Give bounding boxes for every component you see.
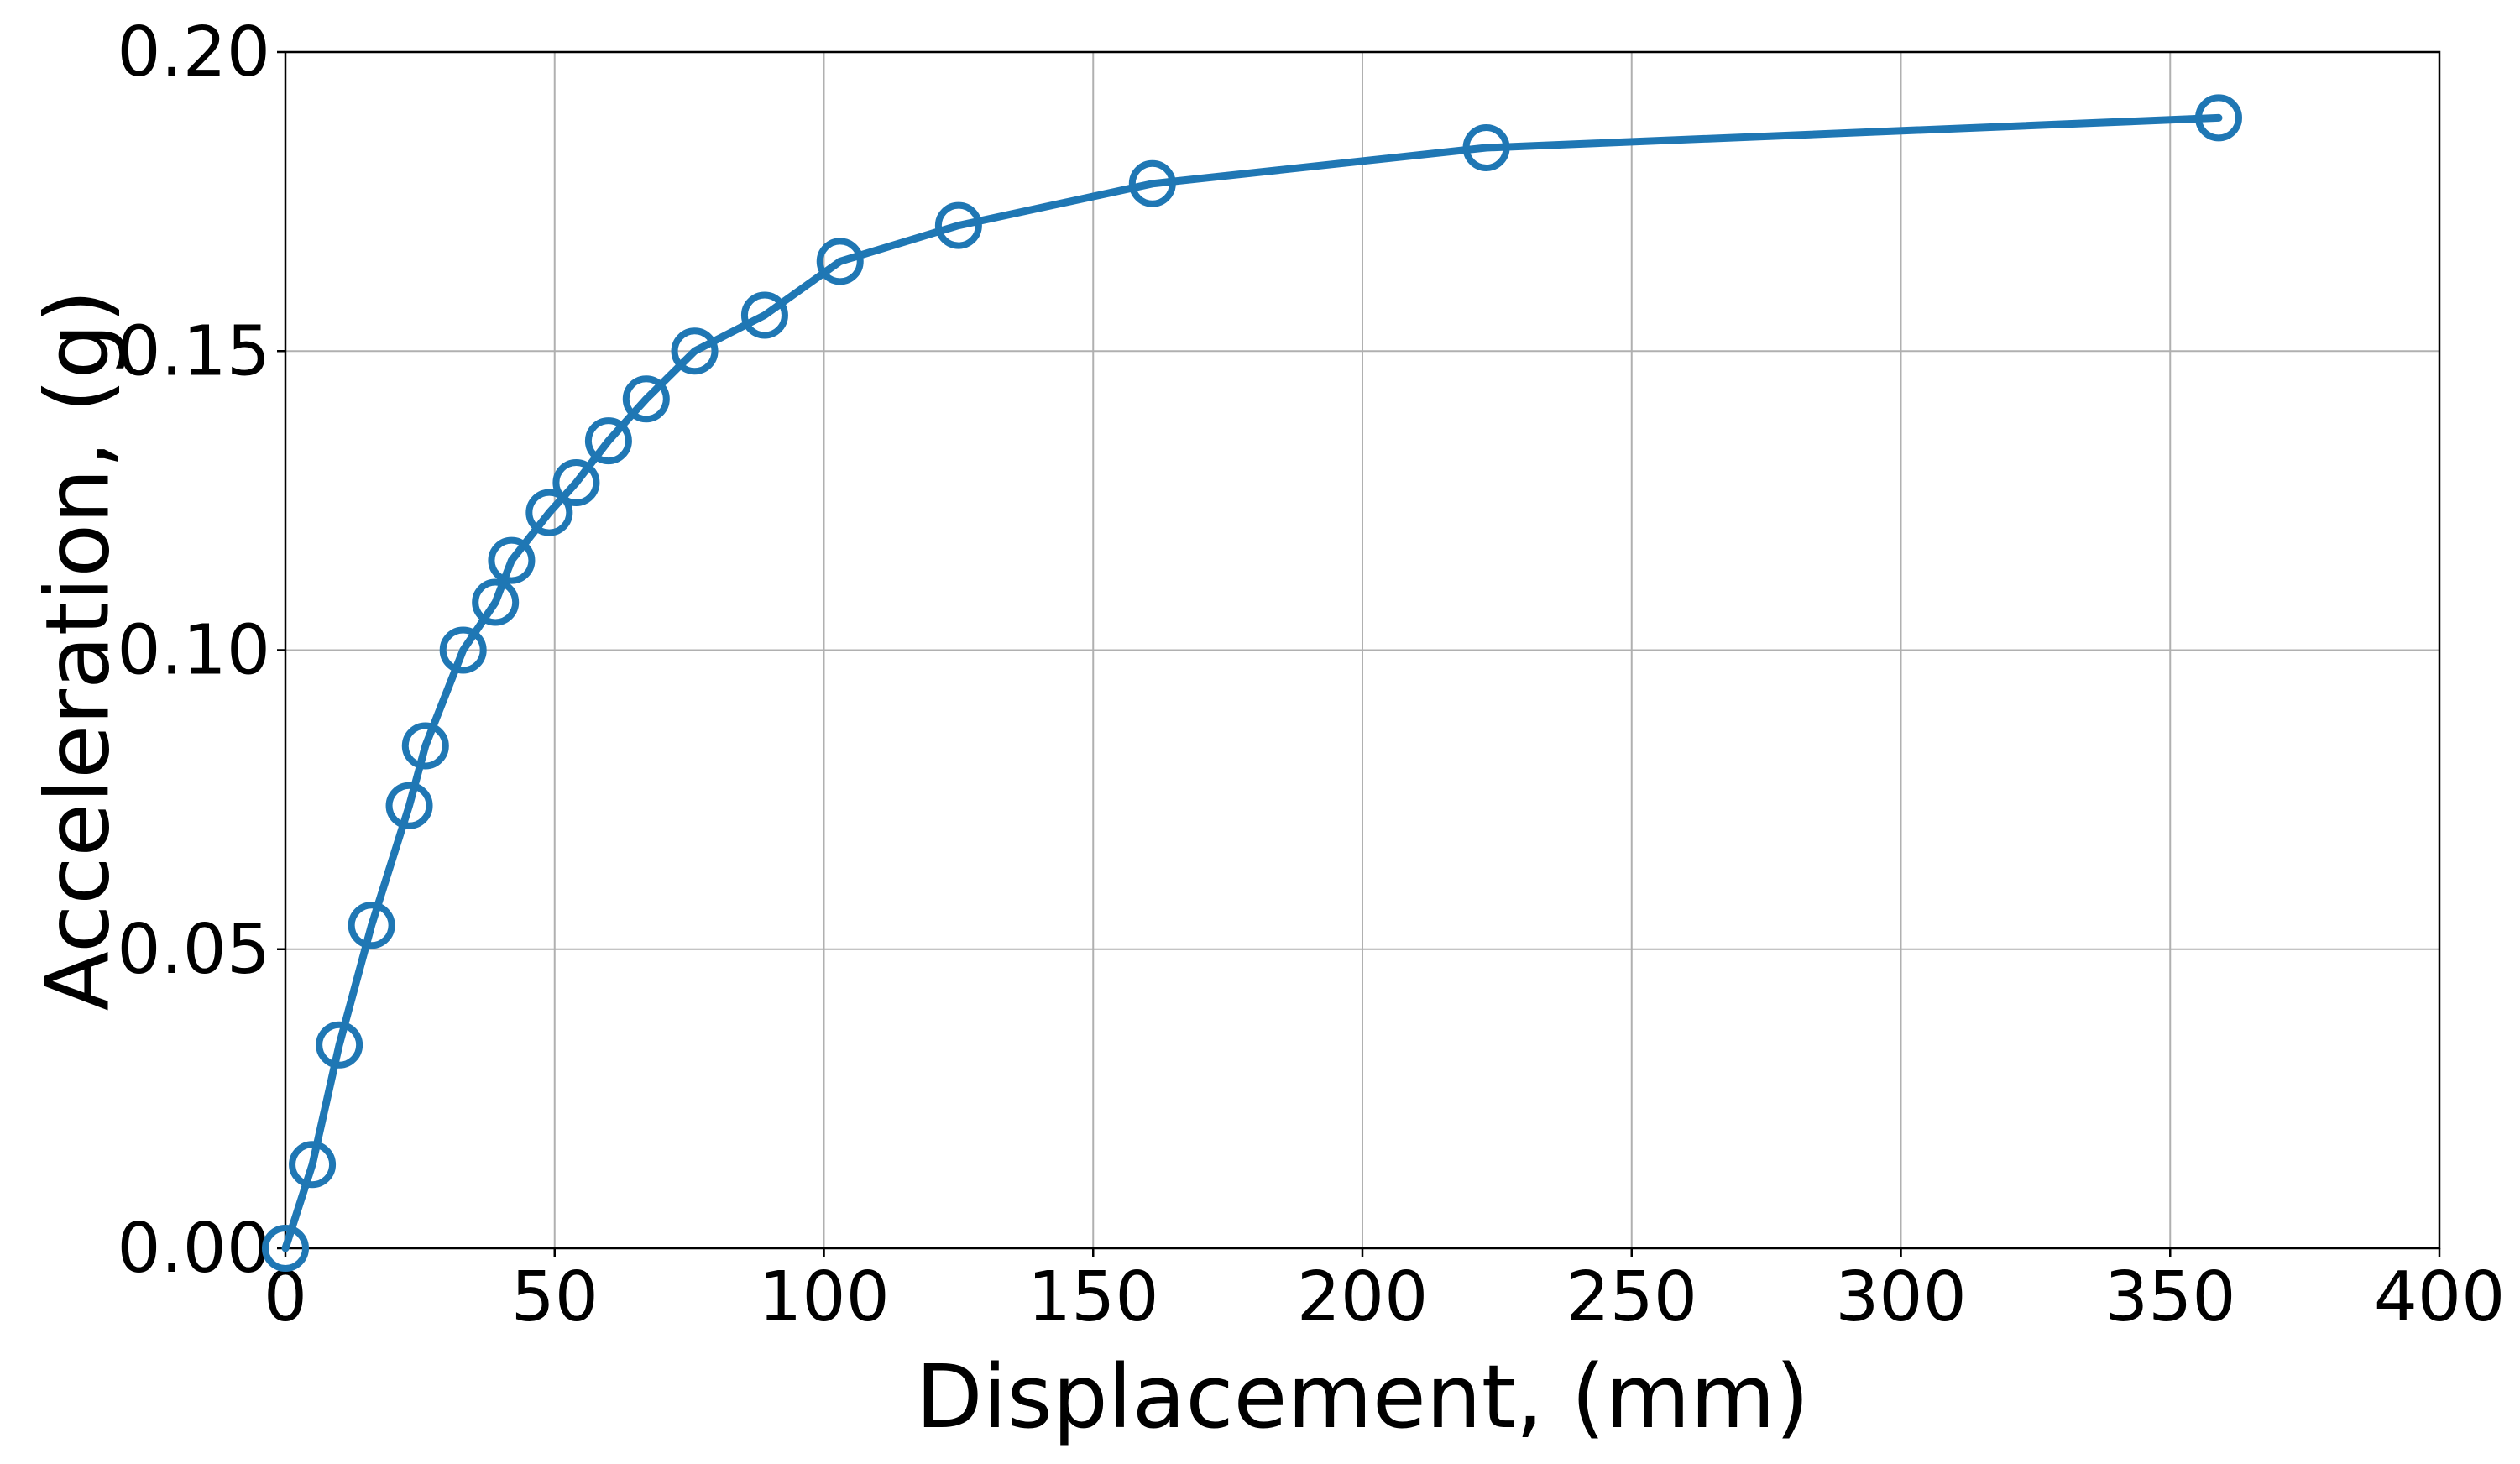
- data-point-marker: [584, 417, 632, 465]
- data-point-marker: [472, 578, 520, 626]
- x-tick-label: 50: [511, 1257, 599, 1337]
- y-tick-label: 0.10: [117, 611, 270, 691]
- data-point-marker: [552, 459, 600, 506]
- grid: [285, 51, 2440, 1249]
- data-point-marker: [934, 201, 982, 249]
- series-line: [281, 113, 2223, 1252]
- data-point-marker: [348, 902, 395, 949]
- data-point-marker: [622, 375, 670, 423]
- y-axis-label: Acceleration, (g): [26, 290, 128, 1012]
- data-point-marker: [385, 782, 433, 829]
- data-point-marker: [671, 327, 719, 375]
- y-tick-label: 0.20: [117, 13, 270, 92]
- data-point-marker: [439, 626, 487, 674]
- data-point-marker: [816, 238, 864, 285]
- y-tick-label: 0.05: [117, 910, 270, 990]
- x-axis-label: Displacement, (mm): [916, 1346, 1810, 1448]
- data-point-marker: [740, 291, 788, 339]
- series: [262, 94, 2242, 1272]
- x-tick-label: 100: [758, 1257, 890, 1337]
- data-point-marker: [262, 1225, 309, 1272]
- x-tick-label: 250: [1566, 1257, 1697, 1337]
- data-point-marker: [316, 1021, 363, 1069]
- x-tick-label: 200: [1297, 1257, 1429, 1337]
- data-point-marker: [289, 1141, 337, 1189]
- y-tick-label: 0.15: [117, 311, 270, 391]
- axis-ticks: 0 50 100 150 200 250 300 350 4000.000.050.100.15…: [117, 13, 2505, 1337]
- data-point-marker: [1462, 124, 1510, 171]
- x-tick-label: 300: [1835, 1257, 1967, 1337]
- data-point-marker: [525, 489, 573, 536]
- x-tick-label: 150: [1027, 1257, 1159, 1337]
- y-tick-label: 0.00: [117, 1209, 270, 1289]
- data-point-marker: [2194, 94, 2242, 142]
- x-tick-label: 350: [2104, 1257, 2236, 1337]
- x-tick-label: 400: [2374, 1257, 2506, 1337]
- data-point-marker: [488, 536, 536, 584]
- data-point-marker: [401, 722, 449, 770]
- data-point-marker: [1128, 159, 1176, 207]
